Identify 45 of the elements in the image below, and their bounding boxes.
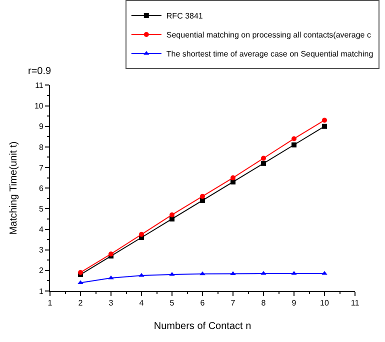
y-tick-label: 10: [34, 102, 44, 111]
x-tick-label: 10: [320, 298, 330, 308]
y-tick-label: 9: [38, 122, 44, 132]
y-tick-label: 1: [38, 286, 44, 296]
y-tick-label: 2: [38, 266, 44, 276]
text: r=0.9: [28, 66, 52, 77]
point: [170, 212, 174, 218]
point: [200, 194, 205, 199]
y-tick-label: 6: [38, 184, 44, 193]
point: [261, 156, 266, 161]
x-tick-label: 7: [230, 298, 236, 308]
point: [78, 280, 84, 284]
point: [322, 124, 327, 129]
x-tick-label: 2: [78, 298, 84, 308]
point: [261, 160, 266, 166]
y-tick-label: 5: [38, 204, 44, 214]
y-tick-label: 8: [38, 142, 44, 152]
point: [200, 271, 206, 276]
point: [200, 198, 205, 203]
x-tick-label: 8: [261, 298, 266, 308]
legend-label: Sequential matching on processing all contacts(average c: [166, 30, 371, 40]
y-tick-label: 11: [35, 81, 44, 90]
point: [108, 251, 114, 256]
point: [170, 216, 174, 222]
point: [292, 136, 296, 142]
x-tick-label: 11: [350, 298, 360, 308]
x-tick-label: 4: [139, 298, 144, 308]
point: [78, 270, 83, 275]
point: [230, 175, 236, 180]
x-tick-label: 5: [170, 298, 175, 308]
point: [322, 118, 327, 123]
point: [139, 232, 144, 237]
x-tick-label: 1: [48, 298, 53, 308]
x-tick-label: 6: [200, 298, 206, 308]
legend-label: The shortest time of average case on Sequential matching: [166, 50, 374, 59]
y-tick-label: 3: [38, 246, 44, 255]
y-tick-label: 7: [38, 163, 44, 172]
x-axis-title: Numbers of Contact n: [154, 321, 252, 332]
y-tick-label: 4: [38, 225, 44, 234]
y-axis-title: Matching Time(unit t): [8, 141, 20, 235]
legend-label: RFC 3841: [166, 12, 204, 21]
point: [292, 142, 296, 148]
point: [230, 179, 236, 184]
x-tick-label: 3: [108, 298, 114, 308]
x-tick-label: 9: [292, 298, 297, 308]
